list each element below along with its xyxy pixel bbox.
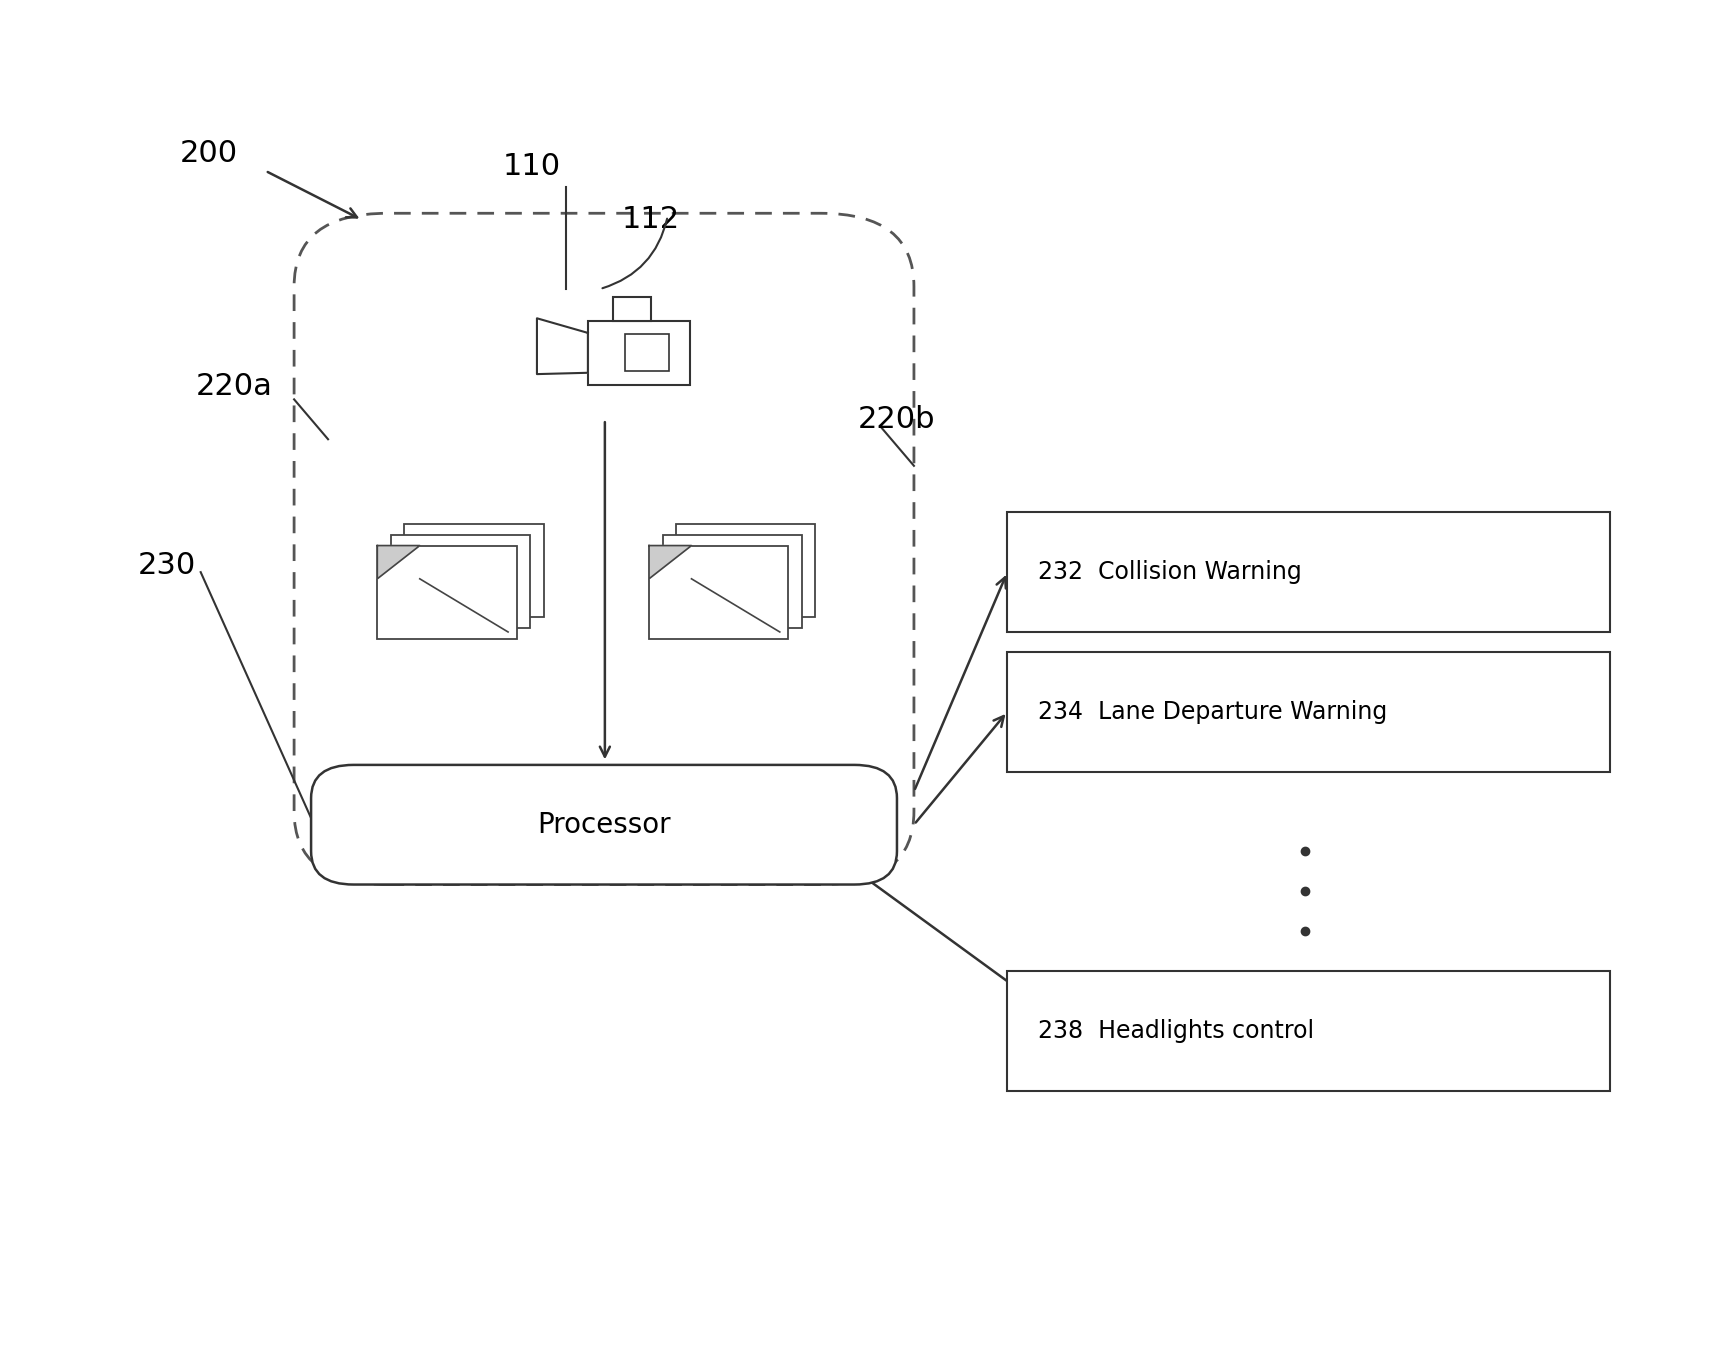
FancyBboxPatch shape: [589, 322, 690, 385]
Text: 112: 112: [621, 205, 680, 235]
FancyBboxPatch shape: [1008, 513, 1610, 632]
Text: 238  Headlights control: 238 Headlights control: [1037, 1019, 1313, 1042]
FancyBboxPatch shape: [1008, 651, 1610, 772]
Text: 234  Lane Departure Warning: 234 Lane Departure Warning: [1037, 700, 1388, 723]
Polygon shape: [537, 319, 589, 375]
FancyBboxPatch shape: [663, 535, 803, 628]
Text: 220b: 220b: [858, 404, 935, 434]
Text: Processor: Processor: [537, 810, 671, 839]
Polygon shape: [378, 546, 419, 579]
FancyBboxPatch shape: [390, 535, 530, 628]
FancyBboxPatch shape: [677, 524, 815, 617]
Text: 232  Collision Warning: 232 Collision Warning: [1037, 560, 1301, 584]
Text: 220a: 220a: [197, 372, 273, 400]
Polygon shape: [649, 546, 692, 579]
Text: 230: 230: [138, 551, 195, 579]
FancyBboxPatch shape: [649, 546, 789, 639]
FancyBboxPatch shape: [1008, 970, 1610, 1091]
FancyBboxPatch shape: [311, 765, 898, 885]
FancyBboxPatch shape: [404, 524, 544, 617]
FancyBboxPatch shape: [613, 297, 651, 322]
Text: 200: 200: [180, 138, 238, 168]
FancyBboxPatch shape: [378, 546, 516, 639]
Text: 110: 110: [502, 152, 561, 182]
FancyBboxPatch shape: [625, 334, 670, 372]
